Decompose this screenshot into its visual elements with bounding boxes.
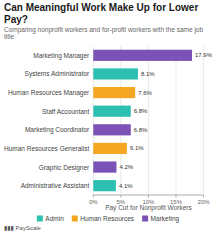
legend-label: Marketing: [151, 215, 180, 223]
legend-label: Admin: [45, 215, 64, 222]
value-label: 6.1%: [130, 145, 144, 151]
value-label: 7.6%: [138, 90, 152, 96]
grid-line: [203, 46, 204, 195]
title-line: Can Meaningful Work Make Up for Lower: [4, 2, 198, 13]
bar: [93, 106, 131, 117]
title-line: Pay?: [4, 14, 28, 25]
bar: [93, 68, 138, 79]
bar: [93, 50, 192, 61]
subtitle-line: title: [4, 33, 15, 40]
legend-swatch: [72, 216, 78, 222]
category-label: Administrative Assistant: [21, 182, 90, 189]
legend-label: Human Resources: [80, 215, 135, 222]
category-label: Human Resources Manager: [8, 89, 90, 97]
category-label: Systems Administrator: [25, 70, 90, 78]
grid-line: [175, 46, 176, 195]
legend: Admin Human Resources Marketing: [37, 215, 180, 223]
chart: Can Meaningful Work Make Up for LowerPay…: [0, 0, 216, 233]
tick-label: 20%: [198, 199, 211, 205]
subtitle-line: Comparing nonprofit workers and for-prof…: [4, 26, 203, 34]
value-label: 4.1%: [119, 183, 133, 189]
legend-swatch: [142, 216, 148, 222]
x-axis-label: Pay Cut for Nonprofit Workers: [105, 204, 192, 212]
annotation: ▮▮▮ PayScale: [4, 225, 42, 231]
value-label: 4.2%: [119, 164, 133, 170]
x-axis-line: [93, 195, 203, 196]
category-label: Staff Accountant: [42, 108, 89, 115]
category-label: Marketing Manager: [33, 52, 90, 60]
tick-label: 0%: [89, 199, 98, 205]
bar: [93, 161, 116, 172]
value-label: 6.8%: [134, 108, 148, 114]
category-label: Graphic Designer: [39, 164, 90, 172]
category-label: Human Resources Generalist: [4, 145, 89, 152]
value-label: 17.9%: [195, 52, 213, 58]
category-label: Marketing Coordinator: [25, 126, 90, 134]
value-label: 6.8%: [134, 127, 148, 133]
subtitle: Comparing nonprofit workers and for-prof…: [4, 26, 203, 41]
grid-line: [148, 46, 149, 195]
title: Can Meaningful Work Make Up for LowerPay…: [4, 2, 198, 25]
legend-swatch: [37, 216, 43, 222]
bar: [93, 143, 127, 154]
bar: [93, 87, 135, 98]
bar: [93, 180, 116, 191]
value-label: 8.1%: [141, 71, 155, 77]
bar: [93, 124, 131, 135]
